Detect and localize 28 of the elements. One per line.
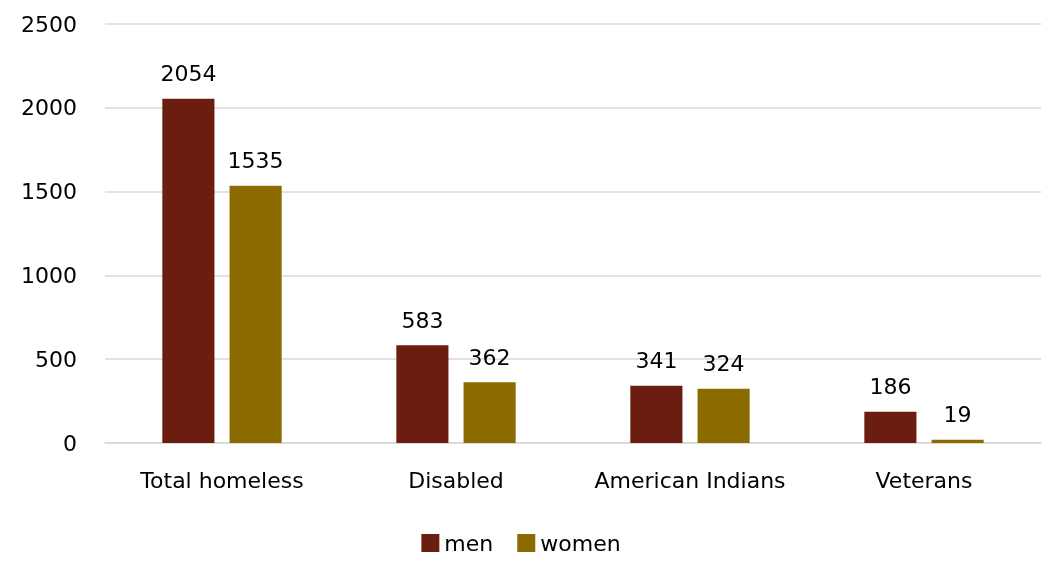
data-label: 324 [702,351,745,377]
data-label: 186 [869,374,912,400]
bar [396,345,449,443]
bar [630,385,683,443]
x-tick-label: Veterans [875,467,973,493]
data-label: 1535 [227,148,284,174]
bar [229,185,282,443]
bar [463,382,516,443]
data-label: 583 [401,307,444,333]
y-tick-label: 2000 [21,95,77,121]
x-tick-label: Total homeless [139,467,304,493]
y-tick-label: 500 [35,346,77,372]
data-label: 341 [635,348,678,374]
x-tick-label: Disabled [408,467,504,493]
y-tick-label: 0 [63,430,77,456]
legend-label: women [540,530,621,556]
bar [162,98,215,443]
data-label: 19 [943,402,972,428]
y-tick-label: 2500 [21,11,77,37]
data-label: 2054 [160,61,217,87]
x-tick-label: American Indians [594,467,786,493]
y-tick-label: 1000 [21,262,77,288]
bar [931,439,984,443]
legend-label: men [444,530,494,556]
bar [697,388,750,443]
y-tick-label: 1500 [21,179,77,205]
data-label: 362 [468,344,511,370]
bar [864,411,917,443]
